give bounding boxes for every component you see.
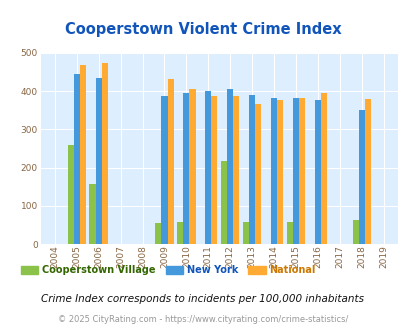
Bar [286,222,292,244]
Bar [248,94,255,244]
Bar [189,89,195,244]
Bar [233,96,239,244]
Text: Crime Index corresponds to incidents per 100,000 inhabitants: Crime Index corresponds to incidents per… [41,294,364,304]
Bar [67,146,74,244]
Bar [277,100,283,244]
Bar [320,93,326,244]
Bar [226,89,233,244]
Bar [298,98,305,244]
Bar [155,223,161,244]
Bar [74,74,80,244]
Bar [364,99,370,244]
Bar [96,79,102,244]
Bar [270,98,277,244]
Bar [183,93,189,244]
Bar [161,96,167,244]
Bar [167,79,173,244]
Bar [358,110,364,244]
Bar [242,222,248,244]
Text: Cooperstown Violent Crime Index: Cooperstown Violent Crime Index [64,22,341,37]
Bar [211,96,217,244]
Bar [220,161,226,244]
Bar [314,100,320,244]
Bar [292,98,298,244]
Bar [177,222,183,244]
Bar [89,184,96,244]
Bar [205,91,211,244]
Bar [352,220,358,244]
Text: © 2025 CityRating.com - https://www.cityrating.com/crime-statistics/: © 2025 CityRating.com - https://www.city… [58,315,347,324]
Bar [102,63,108,244]
Bar [255,105,261,244]
Bar [80,65,86,244]
Legend: Cooperstown Village, New York, National: Cooperstown Village, New York, National [17,261,319,279]
